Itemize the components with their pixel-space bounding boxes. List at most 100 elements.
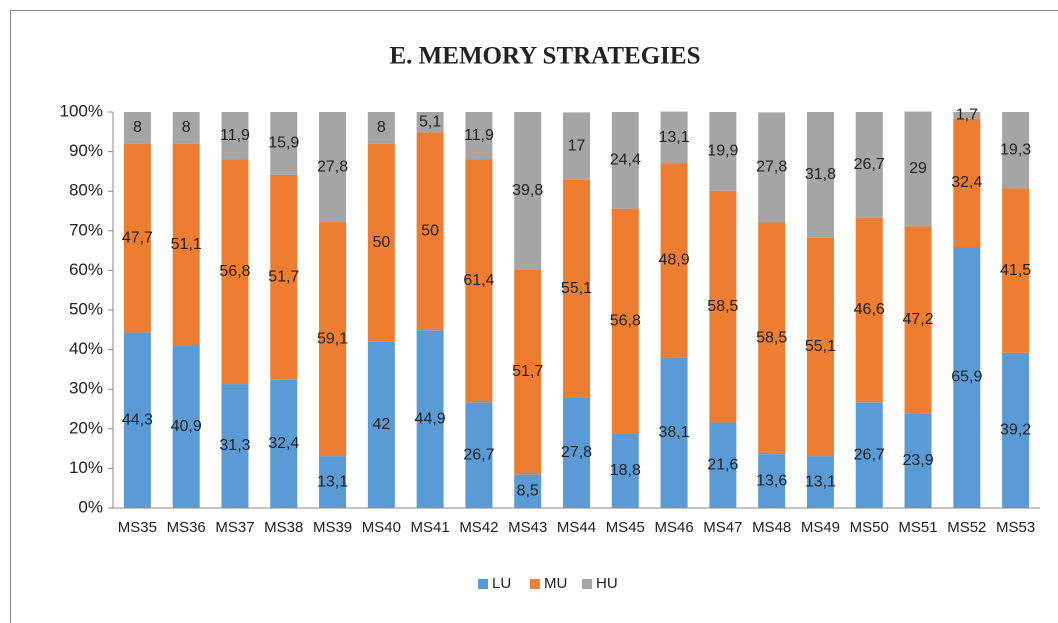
bar-segment [953, 118, 981, 248]
data-label: 21,6 [707, 456, 738, 473]
data-label: 8 [133, 119, 142, 136]
chart-title: E. MEMORY STRATEGIES [390, 43, 701, 70]
bar-segment [172, 143, 200, 347]
data-label: 13,1 [659, 129, 690, 146]
data-label: 19,3 [1000, 141, 1031, 158]
bar-segment [172, 112, 200, 144]
bar-segment [367, 112, 395, 144]
bar-segment [563, 112, 590, 180]
x-tick-label: MS48 [752, 519, 791, 536]
bar-segment [319, 222, 347, 457]
legend-swatch [478, 579, 488, 589]
bar-segment [123, 112, 151, 144]
data-label: 55,1 [805, 338, 836, 355]
bar-segment [319, 456, 347, 508]
bar-segment [709, 422, 737, 508]
y-tick-label: 30% [69, 379, 103, 398]
y-tick-label: 90% [69, 141, 103, 160]
bar-segment [806, 237, 834, 457]
data-label: 13,6 [756, 472, 787, 489]
y-tick-label: 40% [69, 339, 103, 358]
x-tick-label: MS49 [801, 519, 840, 536]
bar-segment [660, 357, 688, 508]
legend-label: LU [492, 575, 511, 592]
data-label: 1,7 [956, 107, 978, 124]
data-label: 29 [909, 160, 927, 177]
data-label: 47,2 [902, 311, 933, 328]
data-label: 56,8 [610, 312, 641, 329]
data-label: 26,7 [463, 446, 494, 463]
bar-segment [1002, 112, 1030, 189]
data-label: 26,7 [854, 446, 885, 463]
bar-segment [806, 456, 834, 508]
bar-segment [904, 413, 932, 508]
bar-segment [1002, 352, 1030, 508]
data-label: 51,7 [512, 363, 543, 380]
data-label: 41,5 [1000, 262, 1031, 279]
bar-segment [611, 112, 639, 209]
bar-segment [416, 112, 444, 133]
data-label: 56,8 [219, 263, 250, 280]
data-label: 13,1 [317, 473, 348, 490]
data-label: 17 [568, 137, 586, 154]
x-tick-label: MS53 [996, 519, 1035, 536]
bar-segment [855, 217, 883, 403]
data-label: 24,4 [610, 152, 641, 169]
data-label: 19,9 [707, 143, 738, 160]
data-label: 5,1 [419, 113, 441, 130]
x-tick-label: MS36 [167, 519, 206, 536]
y-tick-label: 50% [69, 299, 103, 318]
data-label: 26,7 [854, 156, 885, 173]
bar-segment [270, 174, 298, 380]
x-tick-label: MS38 [264, 519, 303, 536]
data-label: 32,4 [268, 435, 299, 452]
bar-segment [270, 379, 298, 508]
x-tick-label: MS43 [508, 519, 547, 536]
x-tick-label: MS52 [947, 519, 986, 536]
data-label: 32,4 [951, 174, 982, 191]
data-label: 27,8 [561, 444, 592, 461]
bar-segment [660, 163, 688, 358]
data-label: 11,9 [464, 127, 494, 144]
x-tick-label: MS40 [362, 519, 401, 536]
x-tick-label: MS51 [898, 519, 937, 536]
data-label: 50 [421, 222, 439, 239]
data-label: 51,7 [268, 269, 299, 286]
data-label: 11,9 [220, 127, 250, 144]
y-tick-label: 100% [60, 101, 103, 120]
bar-segment [709, 112, 737, 191]
data-label: 8,5 [517, 482, 539, 499]
y-tick-label: 60% [69, 260, 103, 279]
bar-segment [660, 111, 688, 164]
data-label: 51,1 [171, 236, 202, 253]
bar-segment [465, 112, 493, 160]
data-label: 58,5 [707, 298, 738, 315]
bar-segment [855, 112, 883, 218]
y-tick-label: 0% [78, 497, 103, 516]
bar-segment [709, 190, 737, 423]
y-tick-label: 80% [69, 181, 103, 200]
bar-segment [172, 346, 200, 508]
data-label: 48,9 [659, 252, 690, 269]
data-label: 58,5 [756, 330, 787, 347]
data-label: 38,1 [659, 424, 690, 441]
bar-segment [416, 132, 444, 331]
bar-segment [758, 112, 786, 223]
data-label: 27,8 [317, 158, 348, 175]
data-label: 47,7 [122, 229, 153, 246]
x-tick-label: MS50 [850, 519, 889, 536]
x-tick-label: MS39 [313, 519, 352, 536]
bar-segment [514, 474, 542, 508]
data-label: 44,9 [415, 410, 446, 427]
x-tick-label: MS41 [411, 519, 450, 536]
bar-segment [221, 159, 249, 385]
bar-segment [904, 226, 932, 414]
legend-swatch [530, 579, 540, 589]
data-label: 50 [372, 234, 390, 251]
bar-segment [611, 208, 639, 434]
data-label: 13,1 [805, 473, 836, 490]
bar-segment [1002, 188, 1030, 353]
data-label: 18,8 [610, 462, 641, 479]
bar-segment [416, 330, 444, 508]
